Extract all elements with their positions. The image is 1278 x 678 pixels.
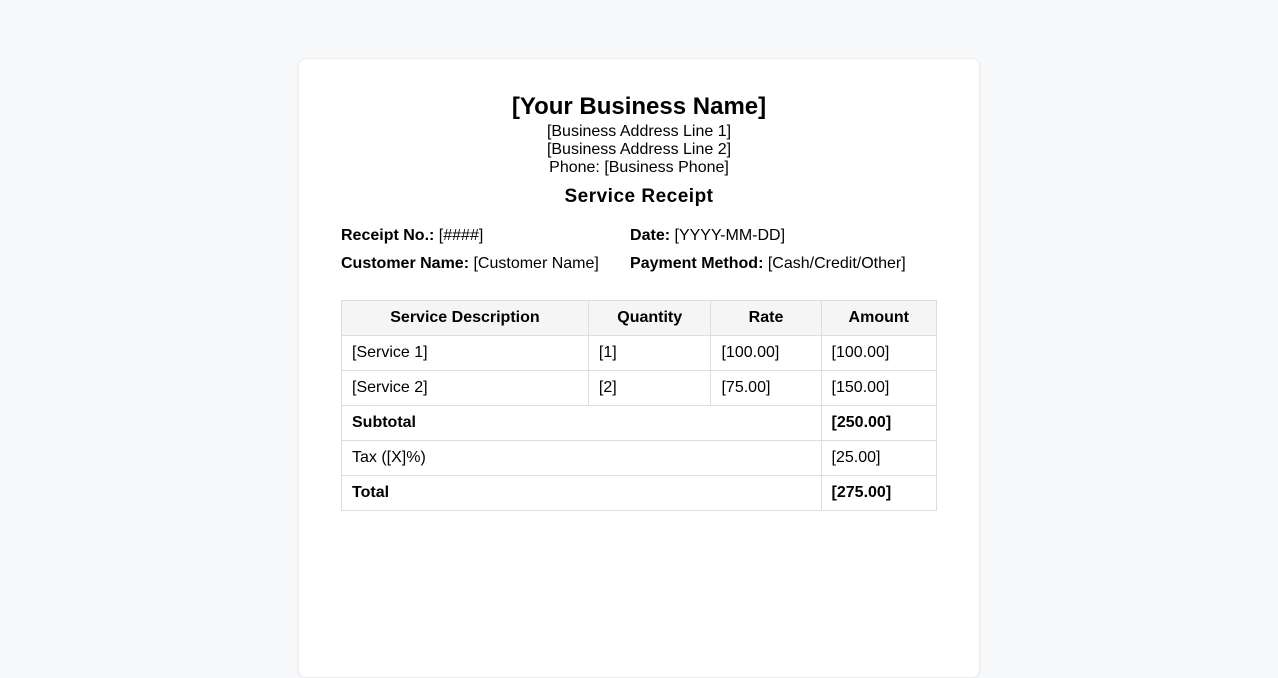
business-address-line1: [Business Address Line 1] (546, 122, 732, 140)
tax-row: Tax ([X]%) [25.00] (341, 439, 938, 476)
services-table: Service Description Quantity Rate Amount… (341, 299, 938, 511)
business-name: [Your Business Name] (511, 93, 767, 120)
customer-name-row: Customer Name: [Customer Name] (341, 254, 630, 273)
receipt-title: Service Receipt (564, 185, 714, 207)
receipt-card: [Your Business Name] [Business Address L… (298, 58, 980, 678)
service-description-cell: [Service 2] (341, 369, 589, 406)
receipt-number-value: [####] (438, 226, 484, 244)
subtotal-amount: [250.00] (820, 404, 938, 441)
date-label: Date: (630, 226, 671, 244)
service-description-cell: [Service 1] (341, 334, 589, 371)
payment-method-row: Payment Method: [Cash/Credit/Other] (630, 254, 937, 273)
date-row: Date: [YYYY-MM-DD] (630, 226, 937, 245)
payment-method-label: Payment Method: (630, 254, 764, 272)
receipt-number-label: Receipt No.: (341, 226, 435, 244)
date-value: [YYYY-MM-DD] (674, 226, 786, 244)
subtotal-label: Subtotal (341, 404, 822, 441)
total-amount: [275.00] (820, 474, 938, 511)
receipt-header: [Your Business Name] [Business Address L… (341, 93, 937, 208)
tax-amount: [25.00] (820, 439, 938, 476)
column-header-service-description: Service Description (341, 299, 589, 336)
total-label: Total (341, 474, 822, 511)
amount-cell: [100.00] (820, 334, 938, 371)
quantity-cell: [2] (587, 369, 712, 406)
rate-cell: [75.00] (710, 369, 822, 406)
quantity-cell: [1] (587, 334, 712, 371)
table-row: [Service 2] [2] [75.00] [150.00] (341, 369, 938, 406)
business-address-line2: [Business Address Line 2] (546, 140, 732, 158)
column-header-amount: Amount (820, 299, 938, 336)
rate-cell: [100.00] (710, 334, 822, 371)
table-row: [Service 1] [1] [100.00] [100.00] (341, 334, 938, 371)
tax-label: Tax ([X]%) (341, 439, 822, 476)
amount-cell: [150.00] (820, 369, 938, 406)
total-row: Total [275.00] (341, 474, 938, 511)
receipt-details: Receipt No.: [####] Date: [YYYY-MM-DD] C… (341, 226, 937, 273)
table-header-row: Service Description Quantity Rate Amount (341, 299, 938, 336)
receipt-number-row: Receipt No.: [####] (341, 226, 630, 245)
customer-name-label: Customer Name: (341, 254, 470, 272)
business-phone: Phone: [Business Phone] (549, 158, 729, 176)
payment-method-value: [Cash/Credit/Other] (767, 254, 906, 272)
subtotal-row: Subtotal [250.00] (341, 404, 938, 441)
column-header-rate: Rate (710, 299, 822, 336)
customer-name-value: [Customer Name] (473, 254, 599, 272)
column-header-quantity: Quantity (587, 299, 712, 336)
